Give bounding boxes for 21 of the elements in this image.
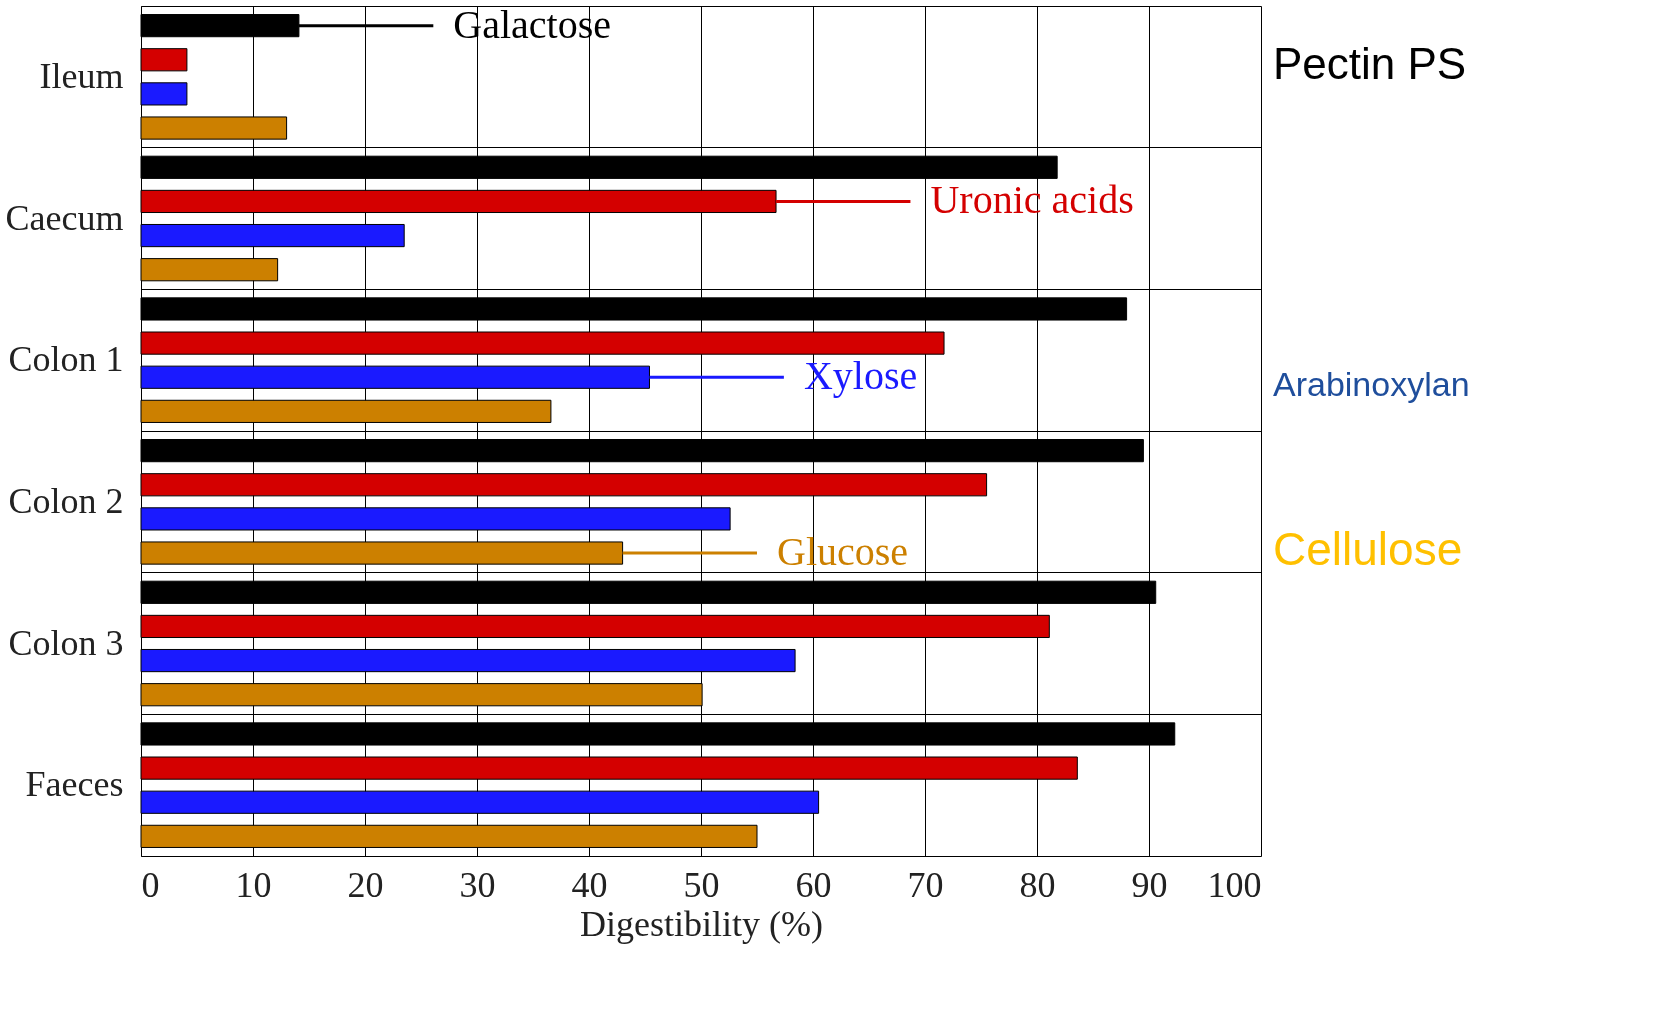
y-tick-label: Ileum [39, 55, 124, 96]
x-tick-label: 10 [235, 864, 272, 905]
y-tick-label: Colon 3 [8, 622, 124, 663]
text: Pectin PS [1273, 39, 1467, 88]
y-tick-label: Colon 2 [8, 480, 124, 521]
x-tick-label: 60 [795, 864, 832, 905]
x-tick-label: 40 [571, 864, 608, 905]
x-axis-title: Digestibility (%) [580, 903, 823, 944]
x-tick-label: 30 [459, 864, 496, 905]
y-tick-label: Colon 1 [8, 339, 124, 380]
x-tick-label: 0 [141, 864, 160, 905]
text: Arabinoxylan [1273, 365, 1470, 403]
y-tick-label: Faeces [25, 764, 124, 805]
x-tick-label: 20 [347, 864, 384, 905]
x-tick-label: 100 [1207, 864, 1262, 905]
x-tick-label: 90 [1131, 864, 1168, 905]
y-tick-label: Caecum [5, 197, 124, 238]
x-tick-label: 70 [907, 864, 944, 905]
x-tick-label: 80 [1019, 864, 1056, 905]
x-tick-label: 50 [683, 864, 720, 905]
text: Cellulose [1273, 523, 1463, 575]
